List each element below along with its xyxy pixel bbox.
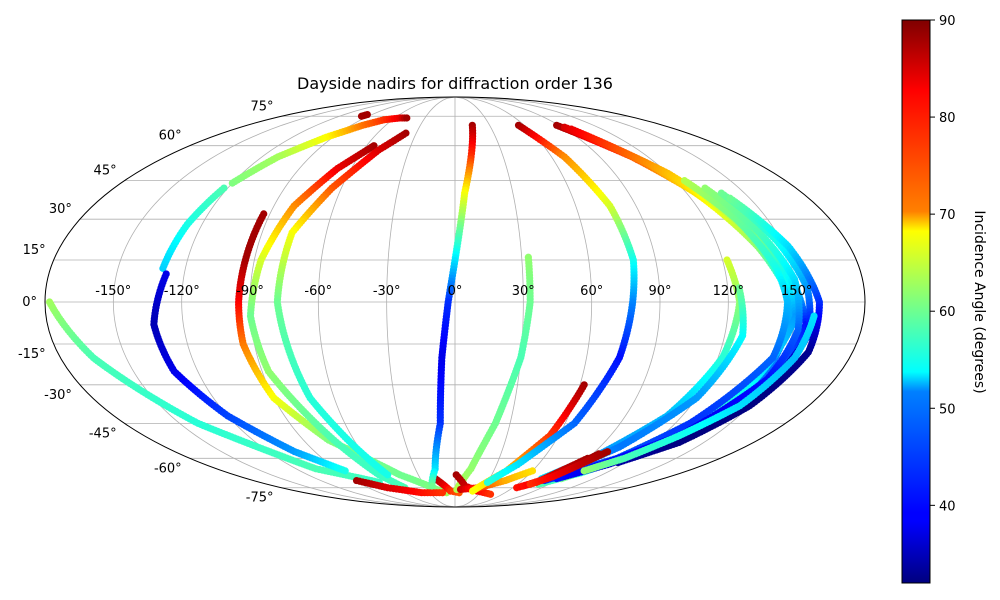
- lat-tick-label: -45°: [89, 426, 117, 441]
- lon-tick-label: 30°: [512, 284, 535, 299]
- colorbar-tick-label: 40: [939, 499, 956, 514]
- lon-tick-label: -60°: [304, 284, 332, 299]
- data-point: [528, 467, 537, 475]
- colorbar-tick-label: 90: [939, 14, 956, 29]
- lat-tick-label: 0°: [22, 295, 37, 310]
- lat-tick-label: -15°: [18, 347, 46, 362]
- lon-tick-label: 90°: [648, 284, 671, 299]
- data-point: [363, 110, 371, 119]
- data-point: [220, 184, 228, 192]
- lat-tick-label: 75°: [250, 99, 273, 114]
- data-point: [438, 489, 447, 497]
- lon-tick-label: 150°: [781, 284, 812, 299]
- data-point: [810, 312, 818, 320]
- lon-tick-label: -150°: [95, 284, 131, 299]
- chart-title: Dayside nadirs for diffraction order 136: [297, 74, 613, 93]
- colorbar-tick-label: 80: [939, 111, 956, 126]
- lat-tick-label: 30°: [49, 202, 72, 217]
- lon-tick-label: 120°: [713, 284, 744, 299]
- data-point: [384, 471, 392, 479]
- lon-tick-label: 60°: [580, 284, 603, 299]
- data-point: [403, 114, 411, 122]
- data-point: [486, 490, 495, 498]
- data-point: [428, 482, 436, 490]
- colorbar: 40 50 60 70 80 90 Incidence Angle (degrees): [901, 14, 987, 584]
- lon-tick-label: -30°: [373, 284, 401, 299]
- lat-tick-label: -75°: [246, 491, 274, 506]
- lat-tick-label: -30°: [44, 388, 72, 403]
- colorbar-tick-label: 70: [939, 208, 956, 223]
- data-point: [468, 487, 477, 495]
- colorbar-ticks: 40 50 60 70 80 90: [930, 14, 956, 514]
- lon-tick-label: -90°: [236, 284, 264, 299]
- data-point: [341, 467, 349, 475]
- longitude-tick-labels: -150° -120° -90° -60° -30° 0° 30° 60° 90° 120° 150…: [95, 284, 812, 299]
- colorbar-label: Incidence Angle (degrees): [971, 210, 987, 393]
- data-points: [45, 110, 824, 498]
- colorbar-tick-label: 60: [939, 305, 956, 320]
- lat-tick-label: 15°: [23, 243, 46, 258]
- data-point: [603, 448, 612, 456]
- data-point: [483, 478, 492, 487]
- lon-tick-label: 0°: [448, 284, 463, 299]
- lat-tick-label: 60°: [159, 129, 182, 144]
- lat-tick-label: 45°: [94, 164, 117, 179]
- colorbar-tick-label: 50: [939, 402, 956, 417]
- colorbar-gradient: [901, 19, 931, 584]
- lat-tick-label: -60°: [154, 461, 182, 476]
- lon-tick-label: -120°: [164, 284, 200, 299]
